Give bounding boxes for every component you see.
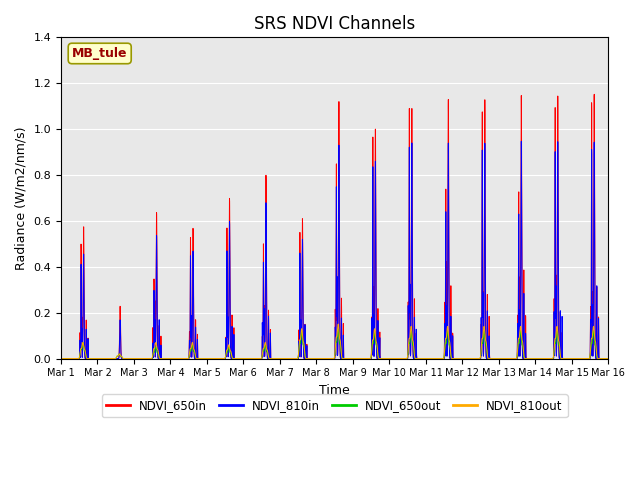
NDVI_650in [156, 338, 163, 344]
NDVI_650out [427, 356, 435, 361]
NDVI_650out [334, 326, 342, 332]
Legend: NDVI_650in, NDVI_810in, NDVI_650out, NDVI_810out: NDVI_650in, NDVI_810in, NDVI_650out, NDV… [102, 395, 568, 417]
Line: NDVI_650out: NDVI_650out [61, 329, 608, 359]
NDVI_810out [156, 355, 163, 360]
NDVI_650out [604, 356, 611, 361]
NDVI_650in [604, 356, 611, 361]
NDVI_810in [604, 356, 612, 361]
NDVI_810out [427, 356, 435, 361]
NDVI_650out [314, 356, 322, 361]
Line: NDVI_810in: NDVI_810in [61, 141, 608, 359]
NDVI_810in [314, 356, 322, 361]
NDVI_810in [427, 356, 435, 361]
NDVI_650out [156, 355, 163, 361]
NDVI_810in [604, 356, 611, 361]
NDVI_810in [488, 356, 496, 361]
NDVI_650out [458, 356, 465, 361]
Line: NDVI_810out: NDVI_810out [61, 324, 608, 359]
NDVI_810in [457, 356, 465, 361]
NDVI_650in [457, 356, 465, 361]
NDVI_810out [334, 321, 342, 327]
Text: MB_tule: MB_tule [72, 47, 127, 60]
NDVI_650out [488, 356, 496, 361]
NDVI_810out [604, 356, 612, 361]
NDVI_650in [591, 91, 598, 97]
NDVI_810in [518, 138, 525, 144]
NDVI_810out [604, 356, 611, 361]
NDVI_650in [427, 356, 435, 361]
NDVI_810out [57, 356, 65, 361]
NDVI_810out [458, 356, 465, 361]
NDVI_650out [57, 356, 65, 361]
NDVI_810out [314, 356, 322, 361]
NDVI_650in [57, 356, 65, 361]
Y-axis label: Radiance (W/m2/nm/s): Radiance (W/m2/nm/s) [15, 126, 28, 270]
NDVI_650in [488, 356, 496, 361]
X-axis label: Time: Time [319, 384, 350, 397]
NDVI_810in [156, 336, 163, 341]
NDVI_810out [488, 356, 496, 361]
Line: NDVI_650in: NDVI_650in [61, 94, 608, 359]
NDVI_650in [314, 356, 322, 361]
NDVI_650out [604, 356, 612, 361]
Title: SRS NDVI Channels: SRS NDVI Channels [254, 15, 415, 33]
NDVI_650in [604, 356, 612, 361]
NDVI_810in [57, 356, 65, 361]
